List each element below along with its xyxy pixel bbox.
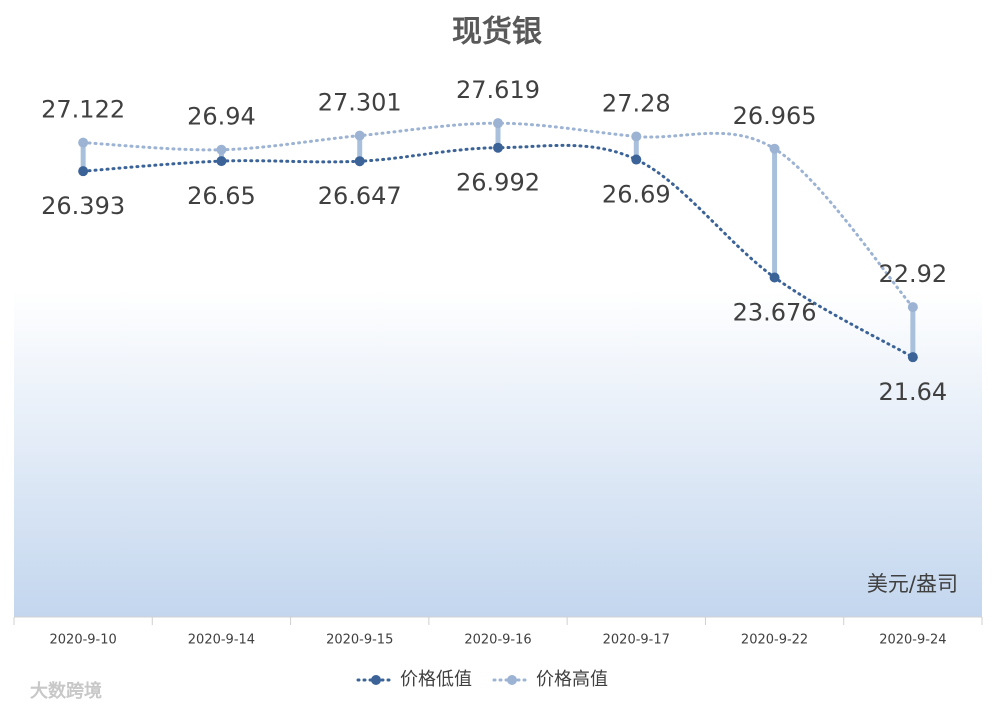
legend-marker: [371, 675, 381, 685]
data-label: 26.992: [456, 169, 540, 197]
x-tick-label: 2020-9-16: [464, 633, 531, 648]
x-tick-label: 2020-9-15: [326, 633, 393, 648]
data-label: 26.94: [187, 103, 256, 131]
high-low-line: [218, 149, 224, 162]
x-tick-label: 2020-9-14: [188, 633, 255, 648]
x-tick-label: 2020-9-10: [50, 633, 117, 648]
marker: [354, 130, 365, 141]
marker: [216, 144, 227, 155]
plot-background: [14, 290, 982, 617]
marker: [631, 154, 642, 165]
high-low-line: [633, 136, 639, 160]
marker: [78, 137, 89, 148]
data-label: 26.65: [187, 182, 256, 210]
legend-label: 价格高值: [536, 669, 608, 690]
x-tick-label: 2020-9-24: [879, 633, 946, 648]
marker: [78, 166, 89, 177]
data-label: 26.69: [602, 181, 671, 209]
marker: [907, 352, 918, 363]
marker: [216, 156, 227, 167]
data-label: 26.647: [318, 182, 402, 210]
data-label: 21.64: [878, 378, 947, 406]
marker: [493, 118, 503, 129]
high-low-line: [357, 135, 363, 162]
high-low-line: [495, 123, 501, 148]
data-label: 26.965: [733, 102, 817, 130]
marker: [769, 272, 780, 283]
marker: [907, 302, 918, 313]
data-label: 27.301: [318, 89, 402, 117]
chart-title: 现货银: [452, 15, 542, 50]
x-tick-label: 2020-9-17: [603, 633, 670, 648]
data-label: 23.676: [733, 298, 817, 326]
data-label: 27.619: [456, 76, 540, 104]
high-low-line: [80, 142, 86, 172]
legend-marker: [507, 675, 517, 685]
marker: [631, 131, 642, 142]
watermark: 大数跨境: [30, 680, 102, 702]
data-label: 27.28: [602, 89, 671, 117]
marker: [354, 156, 365, 167]
high-low-line: [910, 307, 916, 358]
data-label: 27.122: [41, 96, 125, 124]
marker: [769, 143, 780, 154]
legend-label: 价格低值: [400, 669, 472, 690]
marker: [493, 142, 503, 153]
data-label: 26.393: [41, 192, 125, 220]
high-low-line: [772, 148, 778, 278]
data-label: 22.92: [878, 260, 947, 288]
x-tick-label: 2020-9-22: [741, 633, 808, 648]
unit-label: 美元/盎司: [867, 572, 958, 596]
